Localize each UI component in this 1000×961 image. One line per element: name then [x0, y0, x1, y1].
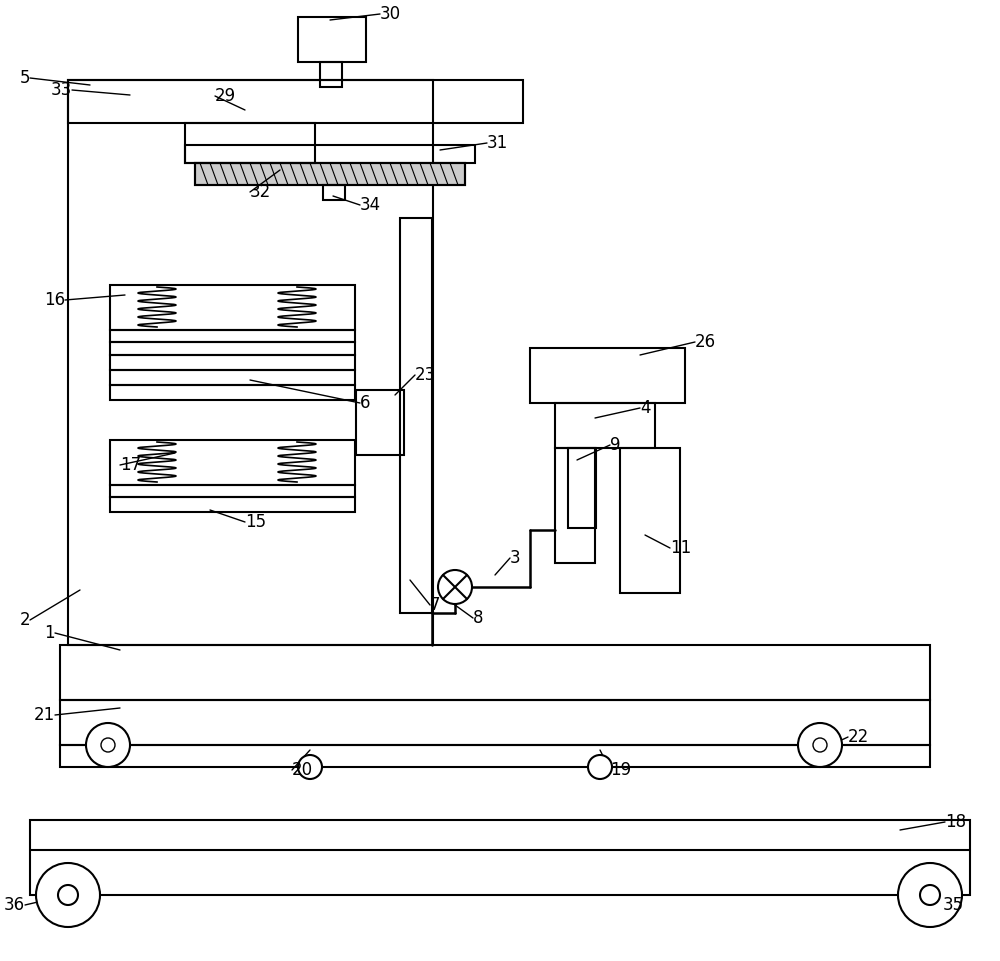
Bar	[60, 645, 930, 700]
Text: 16: 16	[44, 291, 65, 309]
Text: 22: 22	[848, 728, 869, 746]
Text: 33: 33	[51, 81, 72, 99]
Bar	[68, 80, 523, 123]
Bar	[530, 348, 685, 403]
Text: 9: 9	[610, 436, 620, 454]
Bar	[195, 163, 465, 185]
Text: 36: 36	[4, 896, 25, 914]
Circle shape	[898, 863, 962, 927]
Bar	[185, 123, 315, 163]
Text: 31: 31	[487, 134, 508, 152]
Bar	[110, 440, 355, 485]
Bar	[110, 385, 355, 400]
Bar	[620, 448, 680, 593]
Bar	[555, 448, 595, 563]
Bar	[323, 185, 345, 200]
Text: 15: 15	[245, 513, 266, 531]
Bar	[185, 145, 475, 163]
Bar	[320, 62, 342, 87]
Bar	[60, 745, 930, 767]
Text: 11: 11	[670, 539, 691, 557]
Text: 29: 29	[215, 87, 236, 105]
Circle shape	[438, 570, 472, 604]
Circle shape	[36, 863, 100, 927]
Text: 7: 7	[430, 596, 440, 614]
Circle shape	[298, 755, 322, 779]
Text: 34: 34	[360, 196, 381, 214]
Text: 6: 6	[360, 394, 370, 412]
Circle shape	[798, 723, 842, 767]
Circle shape	[86, 723, 130, 767]
Bar	[195, 163, 465, 185]
Text: 30: 30	[380, 5, 401, 23]
Bar	[30, 820, 970, 895]
Bar	[400, 218, 432, 613]
Text: 35: 35	[943, 896, 964, 914]
Text: 3: 3	[510, 549, 521, 567]
Bar	[60, 700, 930, 745]
Text: 32: 32	[250, 183, 271, 201]
Bar	[110, 285, 355, 330]
Text: 8: 8	[473, 609, 484, 627]
Bar	[110, 330, 355, 342]
Bar	[110, 370, 355, 385]
Text: 5: 5	[20, 69, 30, 87]
Text: 1: 1	[44, 624, 55, 642]
Text: 21: 21	[34, 706, 55, 724]
Bar	[110, 342, 355, 355]
Bar	[568, 448, 596, 528]
Text: 18: 18	[945, 813, 966, 831]
Circle shape	[588, 755, 612, 779]
Bar	[110, 355, 355, 370]
Bar	[356, 390, 404, 455]
Text: 26: 26	[695, 333, 716, 351]
Bar	[110, 497, 355, 512]
Text: 23: 23	[415, 366, 436, 384]
Text: 4: 4	[640, 399, 650, 417]
Text: 19: 19	[610, 761, 631, 779]
Bar	[298, 17, 366, 62]
Bar	[110, 485, 355, 497]
Text: 20: 20	[292, 761, 313, 779]
Text: 17: 17	[120, 456, 141, 474]
Bar	[555, 403, 655, 448]
Bar	[68, 80, 433, 645]
Text: 2: 2	[19, 611, 30, 629]
